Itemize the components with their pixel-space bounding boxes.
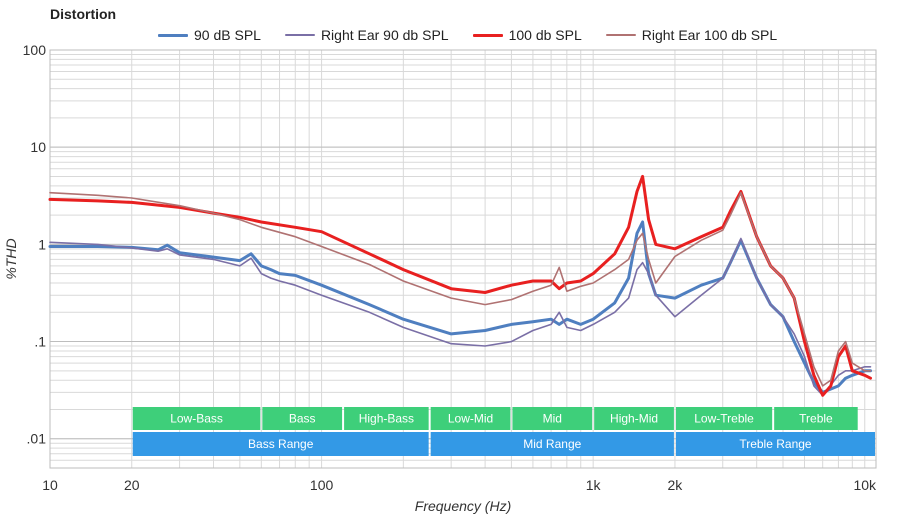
legend-swatch-right-ear-100db <box>605 34 636 36</box>
range-band-label: Mid <box>543 412 562 426</box>
x-tick-label: 20 <box>124 477 140 493</box>
y-tick-label: 10 <box>30 139 46 155</box>
legend-swatch-90db <box>158 33 188 37</box>
range-band <box>430 407 511 430</box>
chart-title: Distortion <box>50 6 117 22</box>
range-band-label: Low-Bass <box>170 412 223 426</box>
range-band <box>594 407 674 430</box>
range-band <box>262 407 343 430</box>
series-line-3 <box>49 191 872 387</box>
series-line-2 <box>48 174 872 397</box>
range-band-label: High-Mid <box>610 412 658 426</box>
plot-border <box>49 49 877 469</box>
range-band-label: Treble <box>799 412 833 426</box>
series-line-0 <box>48 220 872 394</box>
range-band <box>430 432 674 456</box>
legend-item-90db[interactable]: 90 dB SPL <box>158 27 261 43</box>
series-line-1 <box>49 237 872 397</box>
range-band <box>344 407 429 430</box>
legend-label-right-ear-90db: Right Ear 90 db SPL <box>320 27 449 43</box>
range-band-label: Bass <box>289 412 316 426</box>
x-tick-label: 1k <box>586 477 602 493</box>
legend-label-90db: 90 dB SPL <box>194 27 261 43</box>
range-band <box>132 432 429 456</box>
legend-label-right-ear-100db: Right Ear 100 db SPL <box>641 27 778 43</box>
y-tick-label: .01 <box>27 431 47 447</box>
range-band-label: Low-Treble <box>694 412 754 426</box>
y-tick-label: 100 <box>23 42 47 58</box>
x-axis-label: Frequency (Hz) <box>415 498 511 514</box>
y-tick-label: .1 <box>34 334 46 350</box>
x-tick-label: 10 <box>42 477 58 493</box>
range-band-label: Treble Range <box>739 437 812 451</box>
range-band-label: High-Bass <box>359 412 414 426</box>
range-band <box>675 432 875 456</box>
legend-item-right-ear-90db[interactable]: Right Ear 90 db SPL <box>284 27 449 43</box>
legend-item-right-ear-100db[interactable]: Right Ear 100 db SPL <box>605 27 778 43</box>
chart-legend: 90 dB SPL Right Ear 90 db SPL 100 db SPL… <box>158 27 777 43</box>
range-band <box>132 407 261 430</box>
x-tick-label: 2k <box>668 477 684 493</box>
range-band-label: Mid Range <box>523 437 581 451</box>
y-tick-label: 1 <box>38 236 46 252</box>
range-band-label: Bass Range <box>248 437 314 451</box>
legend-swatch-100db <box>472 33 503 37</box>
range-band <box>774 407 858 430</box>
legend-swatch-right-ear-90db <box>284 34 315 36</box>
range-band <box>675 407 773 430</box>
x-tick-label: 100 <box>310 477 334 493</box>
x-tick-label: 10k <box>853 477 877 493</box>
range-band-label: Low-Mid <box>448 412 493 426</box>
legend-item-100db[interactable]: 100 db SPL <box>472 27 582 43</box>
y-axis-label: %THD <box>3 238 19 279</box>
range-band <box>512 407 593 430</box>
legend-label-100db: 100 db SPL <box>508 27 582 43</box>
